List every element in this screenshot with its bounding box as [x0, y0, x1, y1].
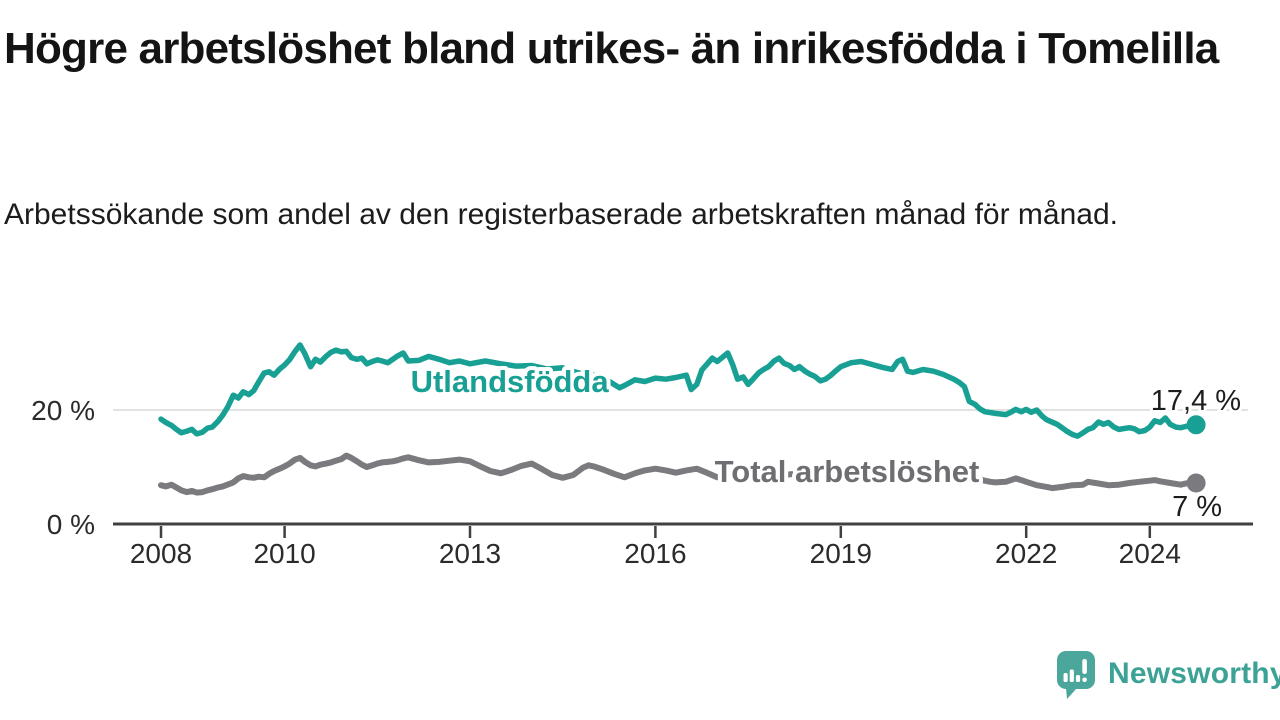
page-title: Högre arbetslöshet bland utrikes- än inr…: [4, 24, 1219, 73]
y-axis-label: 20 %: [31, 395, 95, 426]
x-axis-tick-label: 2019: [810, 538, 872, 569]
series-line-total: [158, 452, 1200, 496]
newsworthy-logo-icon: [1057, 651, 1095, 699]
x-axis-tick-label: 2024: [1119, 538, 1181, 569]
page-subtitle: Arbetssökande som andel av den registerb…: [4, 198, 1118, 231]
end-value-label-utlandsfodda: 17,4 %: [1151, 385, 1241, 417]
series-end-dot-total: [1186, 473, 1206, 493]
newsworthy-wordmark: Newsworthy: [1108, 657, 1280, 690]
y-axis-label: 0 %: [47, 509, 95, 540]
series-label-utlandsfodda: Utlandsfödda: [411, 364, 610, 399]
newsworthy-branding: Newsworthy: [1056, 648, 1280, 700]
x-axis-tick-label: 2013: [439, 538, 501, 569]
end-value-label-total: 7 %: [1172, 491, 1222, 523]
x-axis-tick-label: 2016: [624, 538, 686, 569]
x-axis-tick-label: 2008: [130, 538, 192, 569]
x-axis-tick-label: 2010: [253, 538, 315, 569]
series-line-utlandsfodda: [158, 342, 1199, 439]
series-label-total: Total arbetslöshet: [715, 454, 980, 489]
series-end-dot-utlandsfodda: [1186, 415, 1206, 435]
x-axis-tick-label: 2022: [995, 538, 1057, 569]
